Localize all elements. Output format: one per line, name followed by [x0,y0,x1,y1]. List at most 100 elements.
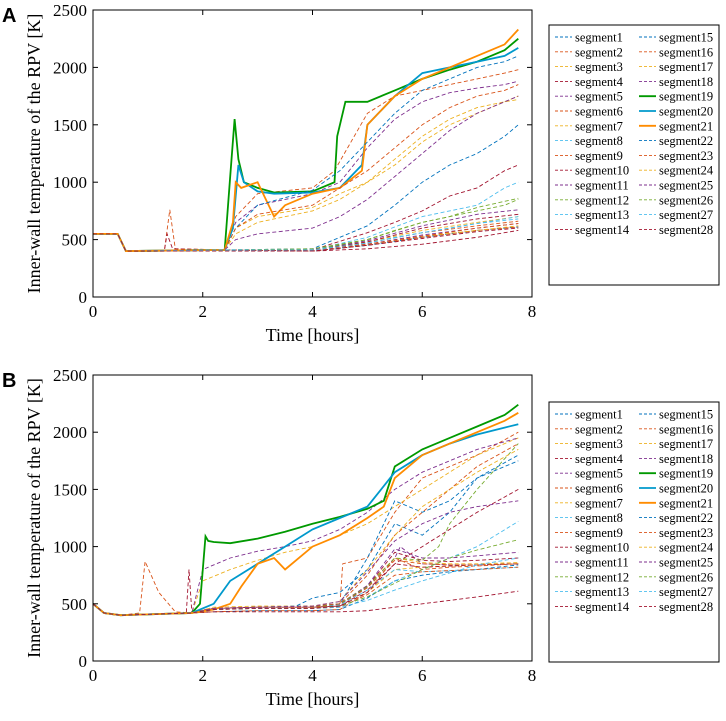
legend-label-segment15: segment15 [659,31,713,45]
panel-label: B [2,370,16,392]
series-line-segment22 [93,460,519,616]
chart-panel-B: B 0 2 4 6 8 0 500 1000 1500 2000 2500 Time [hours] In… [2,366,720,709]
x-axis-label: Time [hours] [266,325,360,345]
plot-frame [92,9,533,298]
series-line-segment25 [93,95,519,252]
y-tick-label: 1500 [53,480,87,499]
legend: segment1segment2segment3segment4segment5… [548,401,720,663]
legend-label-segment17: segment17 [659,60,713,74]
series-line-segment23 [93,443,519,616]
legend-label-segment24: segment24 [659,164,714,178]
y-axis-label: Inner-wall temperature of the RPV [K] [24,14,44,294]
series-line-segment19 [93,38,519,253]
legend-label-segment4: segment4 [575,75,624,89]
legend: segment1segment2segment3segment4segment5… [548,24,720,286]
y-tick-label: 2500 [53,366,87,385]
legend-label-segment6: segment6 [575,482,623,496]
series-line-segment2 [93,209,519,252]
x-tick-label: 4 [308,302,317,321]
legend-label-segment9: segment9 [575,526,623,540]
legend-label-segment19: segment19 [659,90,713,104]
legend-label-segment5: segment5 [575,90,623,104]
legend-label-segment3: segment3 [575,437,623,451]
legend-label-segment21: segment21 [659,496,713,510]
legend-label-segment12: segment12 [575,193,629,207]
chart-panel-A: A 0 2 4 6 8 0 500 1000 1500 2000 2500 Time [hours] In… [2,1,720,345]
x-tick-label: 0 [89,666,98,685]
legend-label-segment11: segment11 [575,179,629,193]
legend-label-segment23: segment23 [659,526,713,540]
series-line-segment28 [93,229,519,252]
series-line-segment27 [93,216,519,252]
legend-label-segment21: segment21 [659,119,713,133]
legend-label-segment18: segment18 [659,452,713,466]
series-line-segment5 [93,545,519,616]
series-line-segment3 [93,225,519,252]
panel-label: A [2,5,16,27]
series-line-segment28 [93,489,519,616]
legend-label-segment2: segment2 [575,45,623,59]
series-line-segment12 [93,443,519,616]
series-lines [93,28,519,253]
legend-label-segment22: segment22 [659,134,713,148]
legend-label-segment28: segment28 [659,223,713,237]
legend-label-segment6: segment6 [575,105,623,119]
y-tick-label: 2000 [53,423,87,442]
series-line-segment11 [93,209,519,252]
series-line-segment15 [93,454,519,616]
series-line-segment20 [93,47,519,253]
legend-label-segment11: segment11 [575,556,629,570]
legend-label-segment17: segment17 [659,437,713,451]
series-line-segment26 [93,198,519,252]
series-line-segment16 [93,69,519,252]
legend-label-segment20: segment20 [659,482,713,496]
legend-label-segment22: segment22 [659,511,713,525]
legend-label-segment27: segment27 [659,208,713,222]
legend-label-segment20: segment20 [659,105,713,119]
y-axis-label: Inner-wall temperature of the RPV [K] [24,378,44,658]
legend-label-segment14: segment14 [575,600,630,614]
series-line-segment23 [93,84,519,252]
legend-label-segment1: segment1 [575,408,623,422]
legend-label-segment2: segment2 [575,422,623,436]
y-tick-label: 1000 [53,538,87,557]
series-lines [93,403,519,617]
y-tick-label: 0 [79,288,88,307]
x-tick-label: 6 [418,302,427,321]
y-tick-label: 2000 [53,58,87,77]
legend-label-segment28: segment28 [659,600,713,614]
legend-box [548,401,720,663]
legend-label-segment25: segment25 [659,556,713,570]
legend-label-segment27: segment27 [659,585,713,599]
legend-label-segment15: segment15 [659,408,713,422]
x-tick-label: 0 [89,302,98,321]
legend-box [548,24,720,286]
series-line-segment19 [93,403,519,617]
series-line-segment15 [93,124,519,252]
x-tick-label: 2 [199,666,208,685]
legend-label-segment24: segment24 [659,541,714,555]
series-line-segment14 [93,590,519,616]
legend-label-segment3: segment3 [575,60,623,74]
legend-label-segment14: segment14 [575,223,630,237]
legend-label-segment23: segment23 [659,149,713,163]
series-line-segment21 [93,28,519,253]
series-line-segment17 [93,95,519,252]
legend-label-segment4: segment4 [575,452,624,466]
series-line-segment26 [93,539,519,616]
x-tick-label: 6 [418,666,427,685]
series-line-segment21 [93,412,519,617]
y-tick-label: 1500 [53,116,87,135]
y-tick-label: 500 [62,595,88,614]
legend-label-segment10: segment10 [575,541,629,555]
series-line-segment20 [93,423,519,617]
legend-label-segment16: segment16 [659,422,713,436]
legend-label-segment25: segment25 [659,179,713,193]
y-tick-label: 2500 [53,1,87,20]
legend-label-segment1: segment1 [575,31,623,45]
legend-label-segment13: segment13 [575,208,629,222]
x-tick-label: 4 [308,666,317,685]
legend-label-segment16: segment16 [659,45,713,59]
series-line-segment14 [93,164,519,252]
